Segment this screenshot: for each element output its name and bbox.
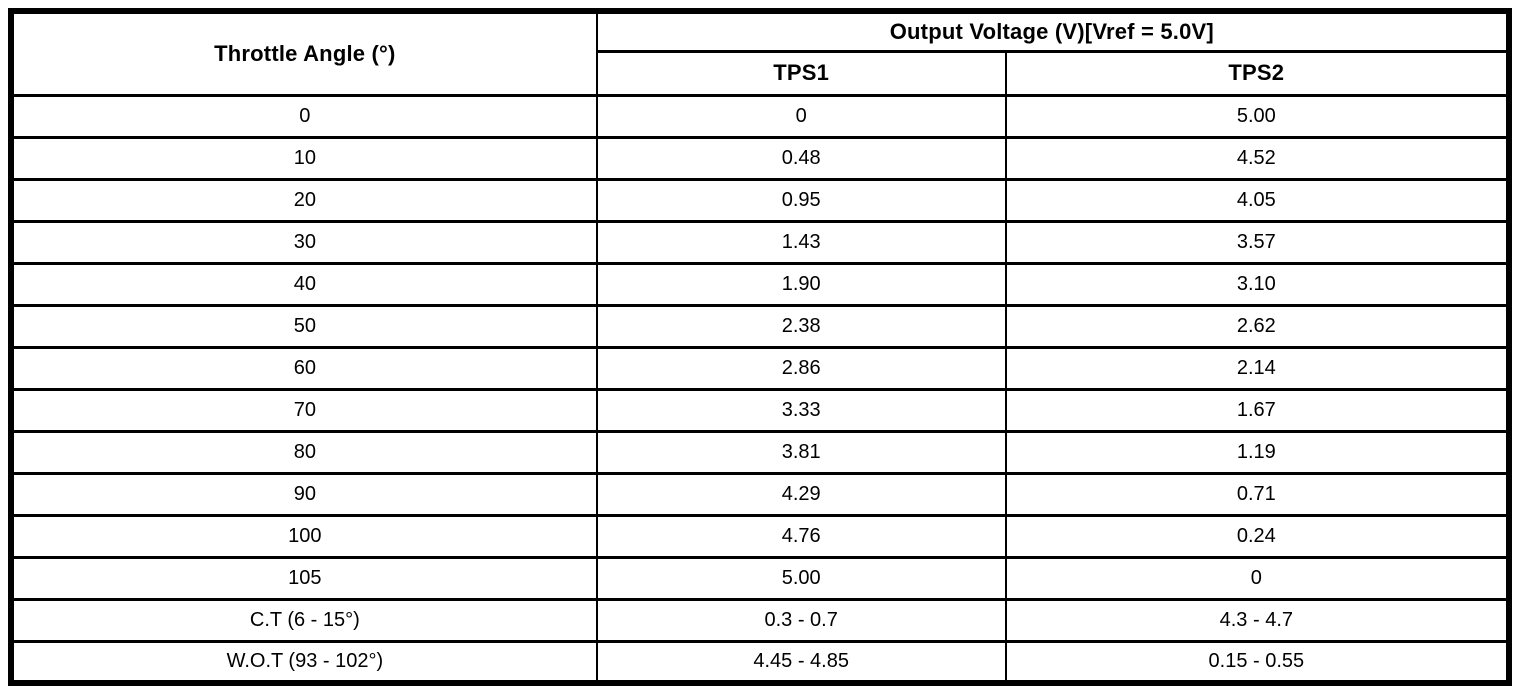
tps2-cell: 2.14 — [1004, 345, 1511, 391]
tps2-cell: 4.3 - 4.7 — [1004, 597, 1511, 643]
tps2-cell: 4.52 — [1004, 135, 1511, 181]
table-row: 30 1.43 3.57 — [10, 219, 1511, 265]
tps2-cell: 0.15 - 0.55 — [1004, 639, 1511, 685]
table-row: 0 0 5.00 — [10, 93, 1511, 139]
angle-cell: 20 — [10, 177, 598, 223]
tps2-cell: 3.10 — [1004, 261, 1511, 307]
tps2-cell: 4.05 — [1004, 177, 1511, 223]
tps1-cell: 1.90 — [595, 261, 1007, 307]
table-row: W.O.T (93 - 102°) 4.45 - 4.85 0.15 - 0.55 — [10, 639, 1511, 685]
table-row: 10 0.48 4.52 — [10, 135, 1511, 181]
table-row: 90 4.29 0.71 — [10, 471, 1511, 517]
tps1-cell: 3.33 — [595, 387, 1007, 433]
tps2-cell: 1.67 — [1004, 387, 1511, 433]
column-header-tps1: TPS1 — [595, 49, 1007, 97]
table-row: 100 4.76 0.24 — [10, 513, 1511, 559]
tps2-cell: 0.71 — [1004, 471, 1511, 517]
tps1-cell: 3.81 — [595, 429, 1007, 475]
angle-cell: 10 — [10, 135, 598, 181]
tps2-cell: 3.57 — [1004, 219, 1511, 265]
table-row: 80 3.81 1.19 — [10, 429, 1511, 475]
tps2-cell: 0 — [1004, 555, 1511, 601]
table-row: 70 3.33 1.67 — [10, 387, 1511, 433]
tps-voltage-table: Throttle Angle (°) Output Voltage (V)[Vr… — [8, 8, 1512, 686]
table-row: 50 2.38 2.62 — [10, 303, 1511, 349]
angle-cell: 70 — [10, 387, 598, 433]
tps1-cell: 5.00 — [595, 555, 1007, 601]
table-row: C.T (6 - 15°) 0.3 - 0.7 4.3 - 4.7 — [10, 597, 1511, 643]
column-header-throttle-angle: Throttle Angle (°) — [10, 9, 598, 97]
tps1-cell: 2.86 — [595, 345, 1007, 391]
column-header-tps2: TPS2 — [1004, 49, 1511, 97]
tps1-cell: 0 — [595, 93, 1007, 139]
table-row: 40 1.90 3.10 — [10, 261, 1511, 307]
tps1-cell: 0.48 — [595, 135, 1007, 181]
column-header-output-voltage: Output Voltage (V)[Vref = 5.0V] — [595, 9, 1511, 53]
table-row: 20 0.95 4.05 — [10, 177, 1511, 223]
angle-cell: 30 — [10, 219, 598, 265]
tps1-cell: 0.95 — [595, 177, 1007, 223]
tps1-cell: 2.38 — [595, 303, 1007, 349]
angle-cell: 0 — [10, 93, 598, 139]
angle-cell: 100 — [10, 513, 598, 559]
angle-cell: C.T (6 - 15°) — [10, 597, 598, 643]
tps2-cell: 2.62 — [1004, 303, 1511, 349]
table-row: 105 5.00 0 — [10, 555, 1511, 601]
table-body: 0 0 5.00 10 0.48 4.52 20 0.95 4.05 30 1.43 3.57 40 1.… — [10, 93, 1511, 685]
angle-cell: 80 — [10, 429, 598, 475]
header-group-row: Throttle Angle (°) Output Voltage (V)[Vr… — [10, 9, 1511, 97]
tps2-cell: 0.24 — [1004, 513, 1511, 559]
table-header: Throttle Angle (°) Output Voltage (V)[Vr… — [10, 9, 1511, 97]
angle-cell: 60 — [10, 345, 598, 391]
tps1-cell: 0.3 - 0.7 — [595, 597, 1007, 643]
tps1-cell: 4.29 — [595, 471, 1007, 517]
angle-cell: 90 — [10, 471, 598, 517]
angle-cell: 40 — [10, 261, 598, 307]
tps2-cell: 1.19 — [1004, 429, 1511, 475]
angle-cell: 50 — [10, 303, 598, 349]
header-sub-row: TPS1 TPS2 — [11, 49, 1511, 97]
table-row: 60 2.86 2.14 — [10, 345, 1511, 391]
tps1-cell: 1.43 — [595, 219, 1007, 265]
tps1-cell: 4.76 — [595, 513, 1007, 559]
tps2-cell: 5.00 — [1004, 93, 1511, 139]
angle-cell: 105 — [10, 555, 598, 601]
angle-cell: W.O.T (93 - 102°) — [10, 639, 598, 685]
tps1-cell: 4.45 - 4.85 — [595, 639, 1007, 685]
